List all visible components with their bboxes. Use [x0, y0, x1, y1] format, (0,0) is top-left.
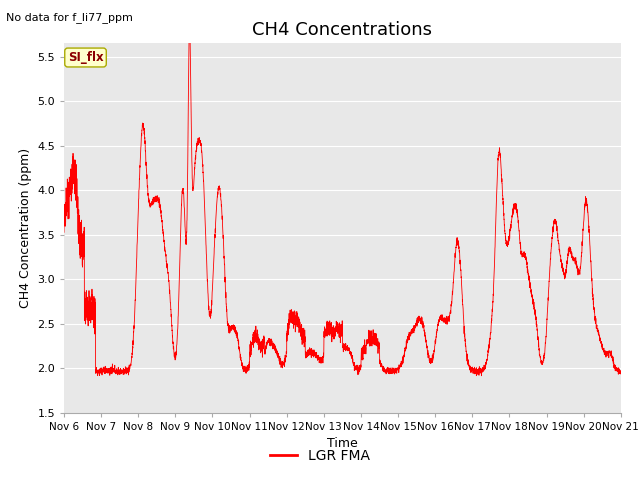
LGR FMA	[588, 272, 595, 278]
Title: CH4 Concentrations: CH4 Concentrations	[252, 21, 433, 39]
X-axis label: Time: Time	[327, 437, 358, 450]
LGR FMA	[273, 351, 281, 357]
Line: LGR FMA: LGR FMA	[64, 22, 621, 376]
LGR FMA	[409, 326, 417, 332]
LGR FMA	[127, 363, 134, 369]
LGR FMA	[566, 246, 573, 252]
LGR FMA	[617, 370, 625, 375]
Legend: LGR FMA: LGR FMA	[264, 443, 376, 468]
Y-axis label: CH4 Concentration (ppm): CH4 Concentration (ppm)	[19, 148, 31, 308]
LGR FMA	[477, 373, 485, 379]
LGR FMA	[563, 258, 571, 264]
LGR FMA	[60, 229, 68, 235]
Text: No data for f_li77_ppm: No data for f_li77_ppm	[6, 12, 133, 23]
Text: SI_flx: SI_flx	[68, 51, 103, 64]
LGR FMA	[186, 19, 193, 25]
